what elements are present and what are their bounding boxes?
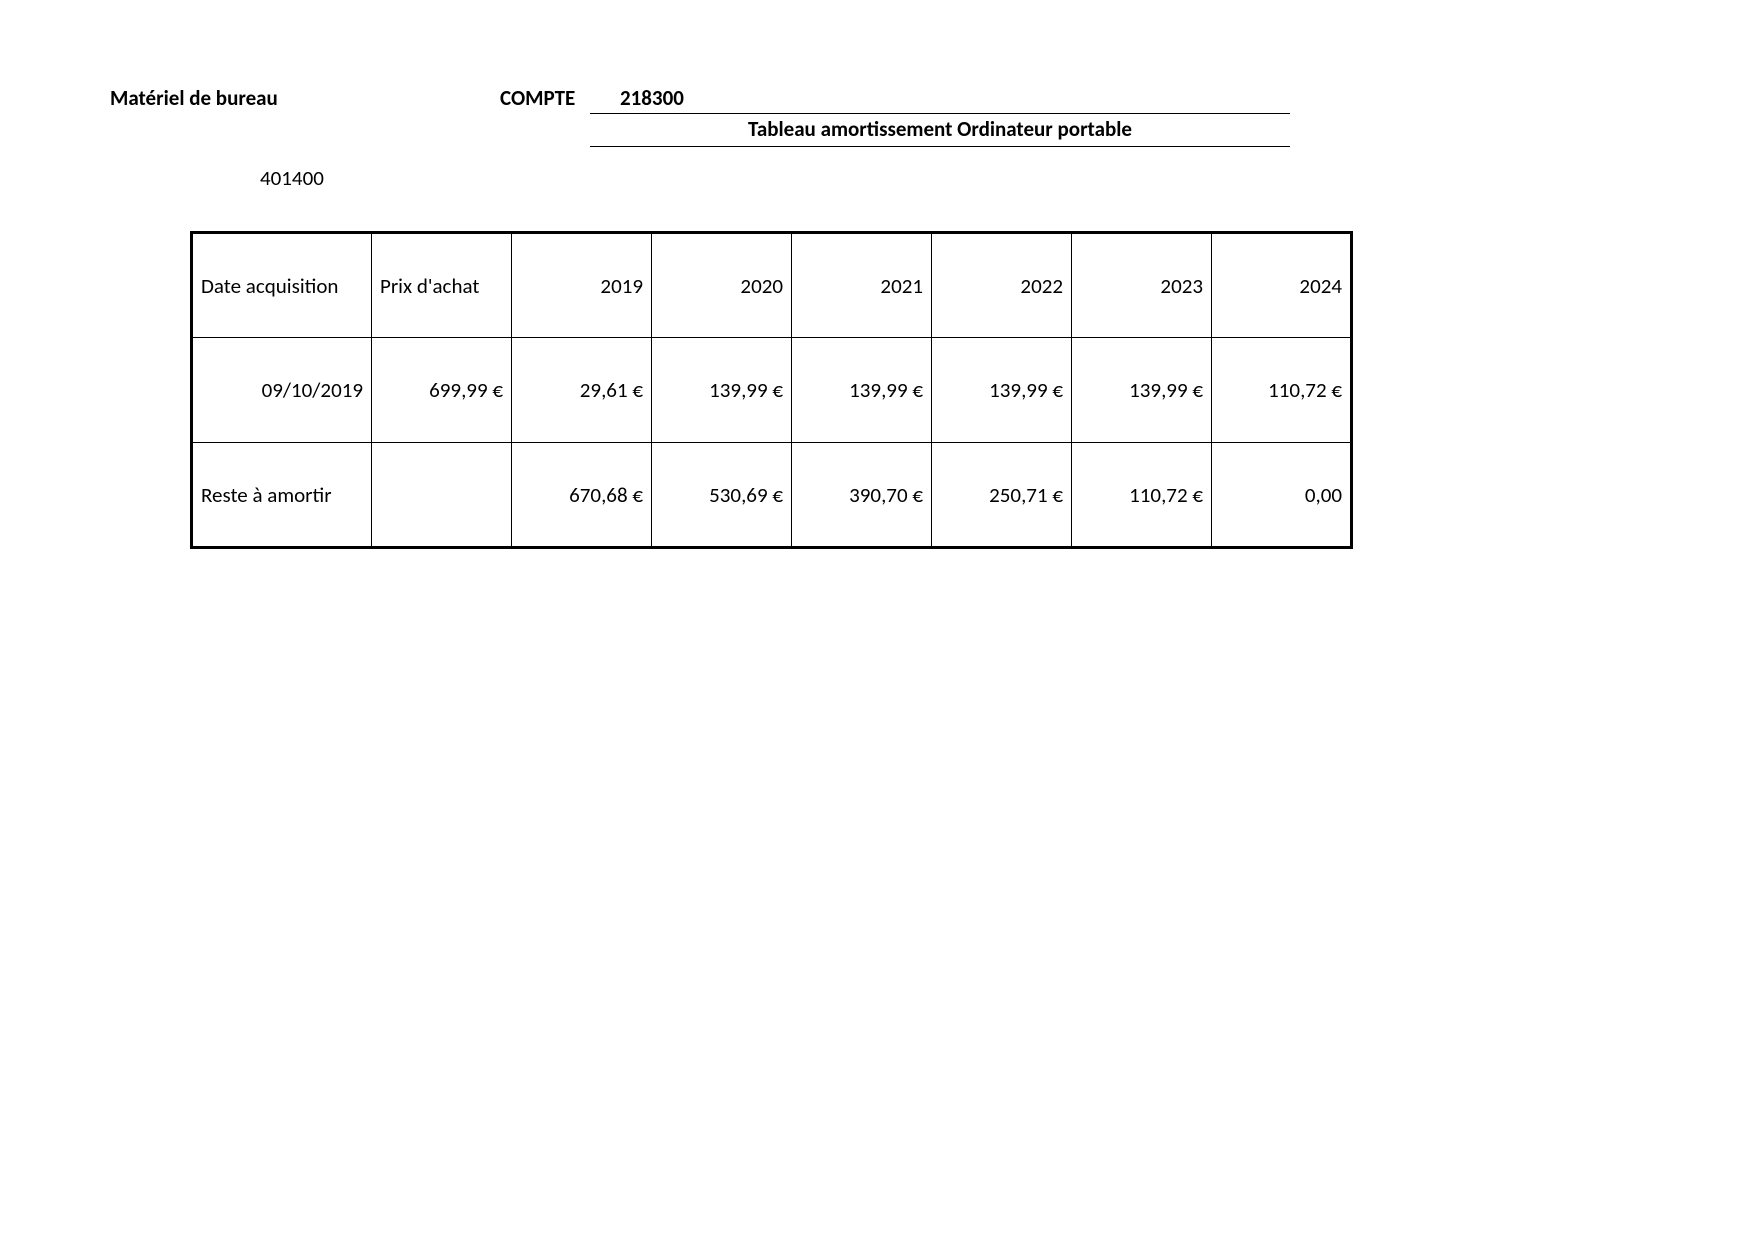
cell-acquisition-date: 09/10/2019 [192,338,372,443]
amortization-table: Date acquisition Prix d'achat 2019 2020 … [190,231,1353,549]
col-header-year: 2023 [1072,233,1212,338]
col-header-year: 2024 [1212,233,1352,338]
cell-amort-value: 139,99 € [1072,338,1212,443]
cell-amort-value: 110,72 € [1212,338,1352,443]
header-row: Matériel de bureau COMPTE 218300 [110,85,1755,111]
cell-remaining-value: 670,68 € [512,443,652,548]
col-header-year: 2022 [932,233,1072,338]
subtitle: Tableau amortissement Ordinateur portabl… [590,113,1290,147]
col-header-date: Date acquisition [192,233,372,338]
cell-amort-value: 139,99 € [932,338,1072,443]
compte-label: COMPTE [500,85,620,111]
reference-number: 401400 [260,165,1755,191]
cell-remaining-value: 0,00 [1212,443,1352,548]
cell-remaining-price [372,443,512,548]
col-header-year: 2021 [792,233,932,338]
cell-amort-value: 139,99 € [652,338,792,443]
table-header-row: Date acquisition Prix d'achat 2019 2020 … [192,233,1352,338]
cell-remaining-value: 530,69 € [652,443,792,548]
table-row-acquisition: 09/10/2019 699,99 € 29,61 € 139,99 € 139… [192,338,1352,443]
col-header-year: 2020 [652,233,792,338]
compte-number: 218300 [620,85,740,111]
table-row-remaining: Reste à amortir 670,68 € 530,69 € 390,70… [192,443,1352,548]
cell-remaining-value: 250,71 € [932,443,1072,548]
cell-remaining-value: 110,72 € [1072,443,1212,548]
cell-amort-value: 139,99 € [792,338,932,443]
col-header-price: Prix d'achat [372,233,512,338]
cell-remaining-label: Reste à amortir [192,443,372,548]
col-header-year: 2019 [512,233,652,338]
page: Matériel de bureau COMPTE 218300 Tableau… [0,0,1755,1240]
header-title: Matériel de bureau [110,85,500,111]
cell-remaining-value: 390,70 € [792,443,932,548]
cell-acquisition-price: 699,99 € [372,338,512,443]
cell-amort-value: 29,61 € [512,338,652,443]
